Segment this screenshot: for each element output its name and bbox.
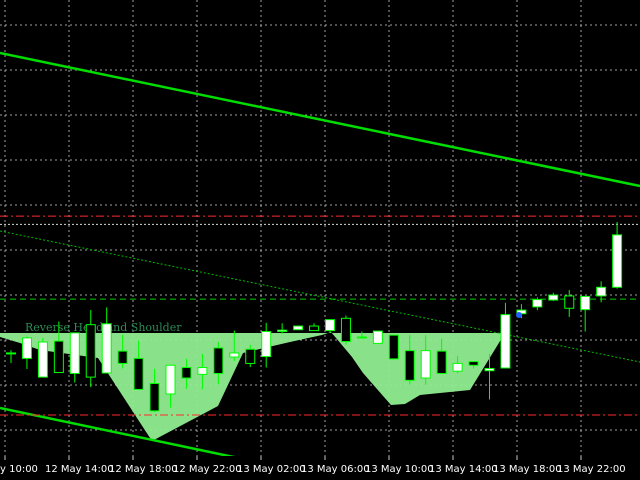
candle [564, 290, 575, 317]
candle-body [500, 314, 511, 369]
candle-body [69, 332, 80, 374]
candle-body [197, 367, 208, 375]
candle-body [372, 330, 383, 344]
candle [261, 322, 272, 368]
candle-body [149, 382, 160, 412]
candle [85, 310, 96, 388]
candle [229, 330, 240, 362]
x-tick-label: 12 May 22:00 [173, 464, 242, 475]
candle [133, 340, 144, 390]
candle [420, 335, 431, 385]
candle-body [309, 325, 320, 332]
candle-body [388, 334, 399, 360]
candle [340, 315, 351, 345]
candle [452, 356, 463, 374]
candle-body [532, 299, 543, 308]
x-tick-label: 13 May 02:00 [237, 464, 306, 475]
candle [101, 307, 112, 374]
candle-body [229, 352, 240, 358]
candle [277, 323, 288, 334]
candle [293, 325, 304, 331]
candle-body [580, 295, 591, 311]
candle-body [548, 294, 559, 301]
candle-body [245, 348, 256, 364]
candle [612, 222, 623, 289]
candles [6, 222, 623, 413]
x-tick-label: 13 May 18:00 [493, 464, 562, 475]
candle [404, 335, 415, 385]
upper-trend-line [0, 51, 640, 188]
candle-body [420, 350, 431, 379]
candle-body [101, 323, 112, 374]
candle-body [452, 362, 463, 372]
candle-body [6, 352, 16, 355]
candle-body [356, 336, 367, 339]
candle-body [53, 340, 64, 374]
candle-body [468, 361, 479, 366]
x-tick-label: 12 May 18:00 [109, 464, 178, 475]
x-tick-label: 13 May 22:00 [557, 464, 626, 475]
candle [69, 332, 80, 383]
candle [325, 319, 335, 333]
lower-trend-line [0, 406, 244, 461]
candle-body [261, 331, 272, 358]
candle-body [404, 350, 415, 381]
candle-body [293, 325, 304, 331]
candle-body [181, 367, 192, 379]
candle [245, 344, 256, 368]
candle [53, 321, 64, 374]
candle-body [21, 337, 32, 359]
candle-body [213, 347, 224, 374]
candle-body [165, 364, 176, 395]
signal-marker [516, 312, 522, 318]
x-tick-label: 13 May 10:00 [365, 464, 434, 475]
candle [356, 331, 367, 339]
candle [165, 364, 176, 408]
candle [436, 338, 447, 374]
candle [468, 361, 479, 369]
candle [37, 337, 48, 378]
candle [21, 336, 32, 369]
candle-body [325, 319, 335, 332]
candle [309, 323, 320, 332]
overlay [516, 312, 522, 318]
candle [197, 353, 208, 390]
dashed-trend-line [0, 230, 640, 363]
x-tick-label: 13 May 06:00 [301, 464, 370, 475]
x-tick-label: 12 May 14:00 [45, 464, 114, 475]
candle-body [85, 324, 96, 378]
axis-background [0, 456, 640, 480]
candle [500, 302, 511, 369]
candle-body [436, 350, 447, 374]
x-tick-label: 13 May 14:00 [429, 464, 498, 475]
candle [6, 350, 16, 363]
candle [181, 358, 192, 389]
candle-body [117, 350, 128, 364]
candle [388, 334, 399, 360]
x-tick-label: y 10:00 [0, 464, 38, 475]
candle-body [37, 341, 48, 378]
candle [484, 353, 495, 400]
candle-body [277, 329, 288, 333]
candle-body [133, 357, 144, 390]
candle-body [484, 367, 495, 372]
candle [213, 342, 224, 385]
candle [149, 368, 160, 413]
candle [532, 297, 543, 311]
candle-body [564, 295, 575, 309]
candle [372, 330, 383, 344]
candle [117, 334, 128, 369]
candle [580, 295, 591, 332]
candle-body [340, 317, 351, 343]
candle [548, 292, 559, 301]
candle [596, 281, 607, 303]
candle-body [596, 286, 607, 297]
candle-body [612, 234, 623, 288]
